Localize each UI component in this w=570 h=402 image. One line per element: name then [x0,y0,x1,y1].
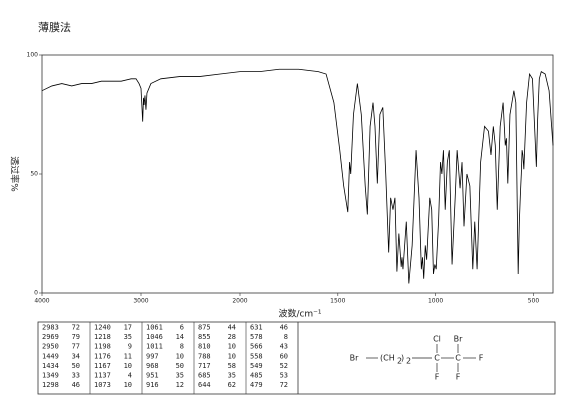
peak-transmittance: 9 [128,343,132,351]
peak-transmittance: 43 [280,343,288,351]
peak-transmittance: 62 [228,381,236,389]
peak-transmittance: 34 [72,352,80,360]
peak-wavenumber: 631 [250,324,263,332]
peak-wavenumber: 2983 [42,324,59,332]
peak-transmittance: 77 [72,343,80,351]
peak-wavenumber: 1061 [146,324,163,332]
peak-transmittance: 8 [180,343,184,351]
peak-transmittance: 6 [180,324,184,332]
peak-transmittance: 12 [176,381,184,389]
peak-wavenumber: 916 [146,381,159,389]
peak-transmittance: 35 [228,372,236,380]
peak-wavenumber: 558 [250,352,263,360]
peak-wavenumber: 997 [146,352,159,360]
peak-transmittance: 58 [228,362,236,370]
y-tick-label: 50 [30,171,38,178]
x-tick-label: 500 [528,298,540,305]
peak-transmittance: 11 [124,352,132,360]
structure-atom: C [455,354,461,363]
y-tick-label: 0 [34,290,38,297]
x-tick-label: 2000 [232,298,247,305]
peak-wavenumber: 1176 [94,352,111,360]
structure-atom: Br [454,335,463,344]
structure-atom: C [434,354,440,363]
peak-wavenumber: 1240 [94,324,111,332]
peak-wavenumber: 1298 [42,381,59,389]
structure-atom: F [456,373,461,382]
structure-atom: F [479,354,484,363]
peak-wavenumber: 951 [146,372,159,380]
peak-wavenumber: 968 [146,362,159,370]
peak-wavenumber: 1167 [94,362,111,370]
peak-transmittance: 33 [72,372,80,380]
peak-wavenumber: 1198 [94,343,111,351]
x-tick-label: 4000 [34,298,49,305]
peak-transmittance: 72 [72,324,80,332]
peak-wavenumber: 2950 [42,343,59,351]
peak-wavenumber: 578 [250,333,263,341]
peak-wavenumber: 2969 [42,333,59,341]
x-axis-label: 波数/cm⁻¹ [278,308,321,320]
x-tick-label: 1000 [428,298,443,305]
peak-transmittance: 35 [124,333,132,341]
peak-transmittance: 10 [228,352,236,360]
peak-wavenumber: 1011 [146,343,163,351]
peak-transmittance: 10 [124,362,132,370]
peak-wavenumber: 1137 [94,372,111,380]
peak-wavenumber: 875 [198,324,211,332]
structure-bonds [366,344,476,372]
peak-wavenumber: 1449 [42,352,59,360]
peak-transmittance: 10 [228,343,236,351]
peak-transmittance: 53 [280,372,288,380]
peak-wavenumber: 1046 [146,333,163,341]
peak-wavenumber: 810 [198,343,211,351]
structure-atom: ) [401,354,404,363]
structure-atom: F [435,373,440,382]
peak-wavenumber: 566 [250,343,263,351]
structure-atom: Cl [433,335,441,344]
peak-wavenumber: 1434 [42,362,59,370]
y-axis-label: 透过率% [9,156,21,192]
peak-wavenumber: 644 [198,381,211,389]
table-frame [37,321,556,395]
peak-transmittance: 79 [72,333,80,341]
peak-transmittance: 8 [284,333,288,341]
peak-wavenumber: 549 [250,362,263,370]
peak-wavenumber: 788 [198,352,211,360]
peak-transmittance: 28 [228,333,236,341]
peak-wavenumber: 855 [198,333,211,341]
peak-transmittance: 10 [176,352,184,360]
y-tick-label: 100 [27,52,39,59]
peak-wavenumber: 485 [250,372,263,380]
spectrum-line [41,68,554,284]
peak-transmittance: 50 [72,362,80,370]
peak-transmittance: 4 [128,372,132,380]
x-tick-label: 3000 [133,298,148,305]
peak-transmittance: 60 [280,352,288,360]
peak-wavenumber: 717 [198,362,211,370]
peak-transmittance: 14 [176,333,184,341]
chart-title: 薄膜法 [38,20,71,34]
structure-atom: 2 [397,357,402,366]
peak-transmittance: 35 [176,372,184,380]
peak-transmittance: 10 [124,381,132,389]
peak-transmittance: 50 [176,362,184,370]
peak-transmittance: 44 [228,324,236,332]
structure-atom: 2 [406,357,411,366]
structure-atom: Br [350,354,359,363]
peak-transmittance: 72 [280,381,288,389]
x-tick-label: 1500 [330,298,345,305]
peak-wavenumber: 1218 [94,333,111,341]
peak-wavenumber: 1349 [42,372,59,380]
peak-transmittance: 46 [72,381,80,389]
peak-wavenumber: 479 [250,381,263,389]
peak-wavenumber: 1073 [94,381,111,389]
peak-transmittance: 46 [280,324,288,332]
peak-transmittance: 52 [280,362,288,370]
structure-atom: (CH [380,354,395,363]
peak-transmittance: 17 [124,324,132,332]
peak-wavenumber: 685 [198,372,211,380]
